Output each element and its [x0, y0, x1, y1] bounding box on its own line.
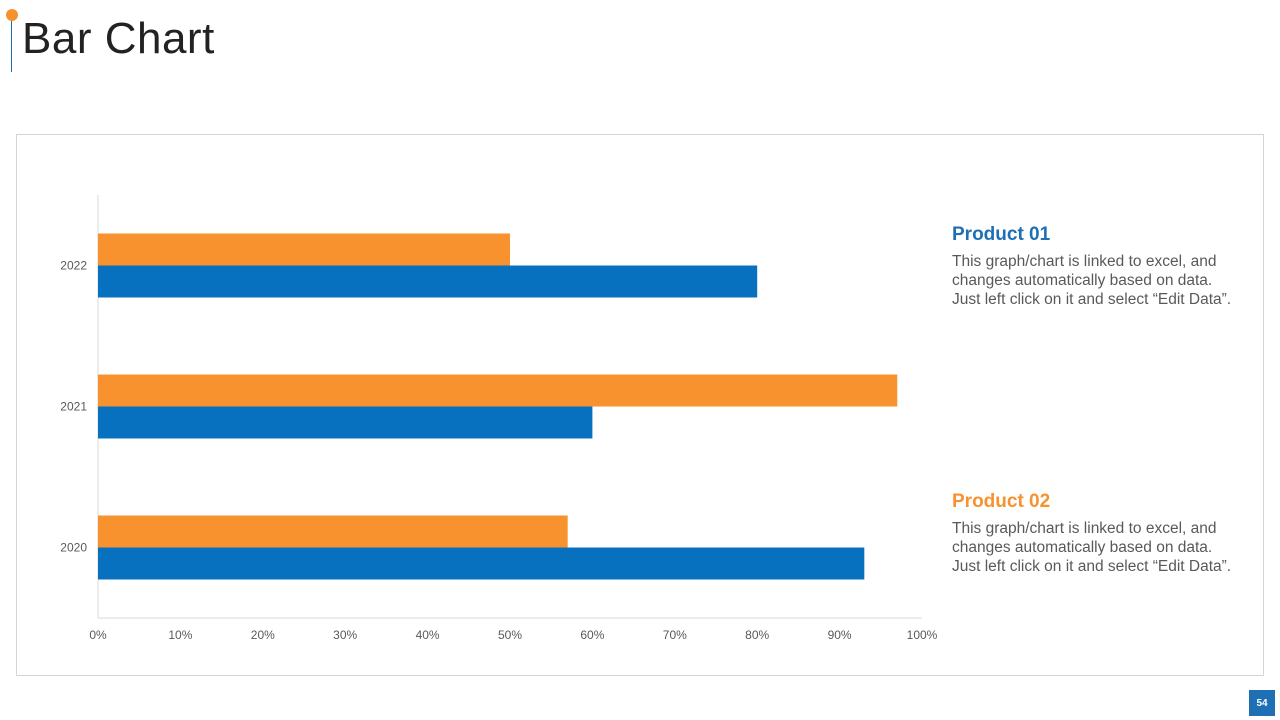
bar-product-02-2020 [98, 515, 568, 548]
x-tick-label: 10% [168, 628, 192, 642]
x-tick-label: 20% [251, 628, 275, 642]
x-tick-label: 60% [580, 628, 604, 642]
legend-line: This graph/chart is linked to excel, and [952, 520, 1217, 537]
y-tick-label: 2020 [60, 541, 87, 555]
legend-line: Just left click on it and select “Edit D… [952, 291, 1232, 308]
title-accent-line [11, 14, 12, 72]
legend-line: changes automatically based on data. [952, 272, 1213, 289]
legend-title-product-02: Product 02 [952, 491, 1051, 512]
y-tick-label: 2022 [60, 259, 87, 273]
x-tick-label: 80% [745, 628, 769, 642]
page-number-badge: 54 [1249, 690, 1275, 716]
legend-title-product-01: Product 01 [952, 224, 1051, 245]
x-tick-label: 0% [89, 628, 107, 642]
bar-product-01-2022 [98, 265, 758, 298]
x-tick-label: 100% [907, 628, 938, 642]
legend-product-02: Product 02 This graph/chart is linked to… [952, 491, 1252, 576]
x-tick-label: 40% [416, 628, 440, 642]
legend-product-01: Product 01 This graph/chart is linked to… [952, 224, 1252, 309]
bar-product-01-2021 [98, 406, 593, 439]
legend-text-product-01: This graph/chart is linked to excel, and… [952, 252, 1252, 309]
x-tick-label: 70% [663, 628, 687, 642]
title-accent-dot [6, 9, 18, 21]
bar-product-01-2020 [98, 547, 865, 580]
legend-line: Just left click on it and select “Edit D… [952, 558, 1232, 575]
x-tick-label: 30% [333, 628, 357, 642]
slide-title: Bar Chart [22, 14, 215, 63]
y-tick-label: 2021 [60, 400, 87, 414]
bar-product-02-2022 [98, 233, 510, 266]
legend-line: changes automatically based on data. [952, 539, 1213, 556]
x-tick-label: 90% [828, 628, 852, 642]
bar-product-02-2021 [98, 374, 898, 407]
legend-line: This graph/chart is linked to excel, and [952, 253, 1217, 270]
x-tick-label: 50% [498, 628, 522, 642]
legend-text-product-02: This graph/chart is linked to excel, and… [952, 519, 1252, 576]
